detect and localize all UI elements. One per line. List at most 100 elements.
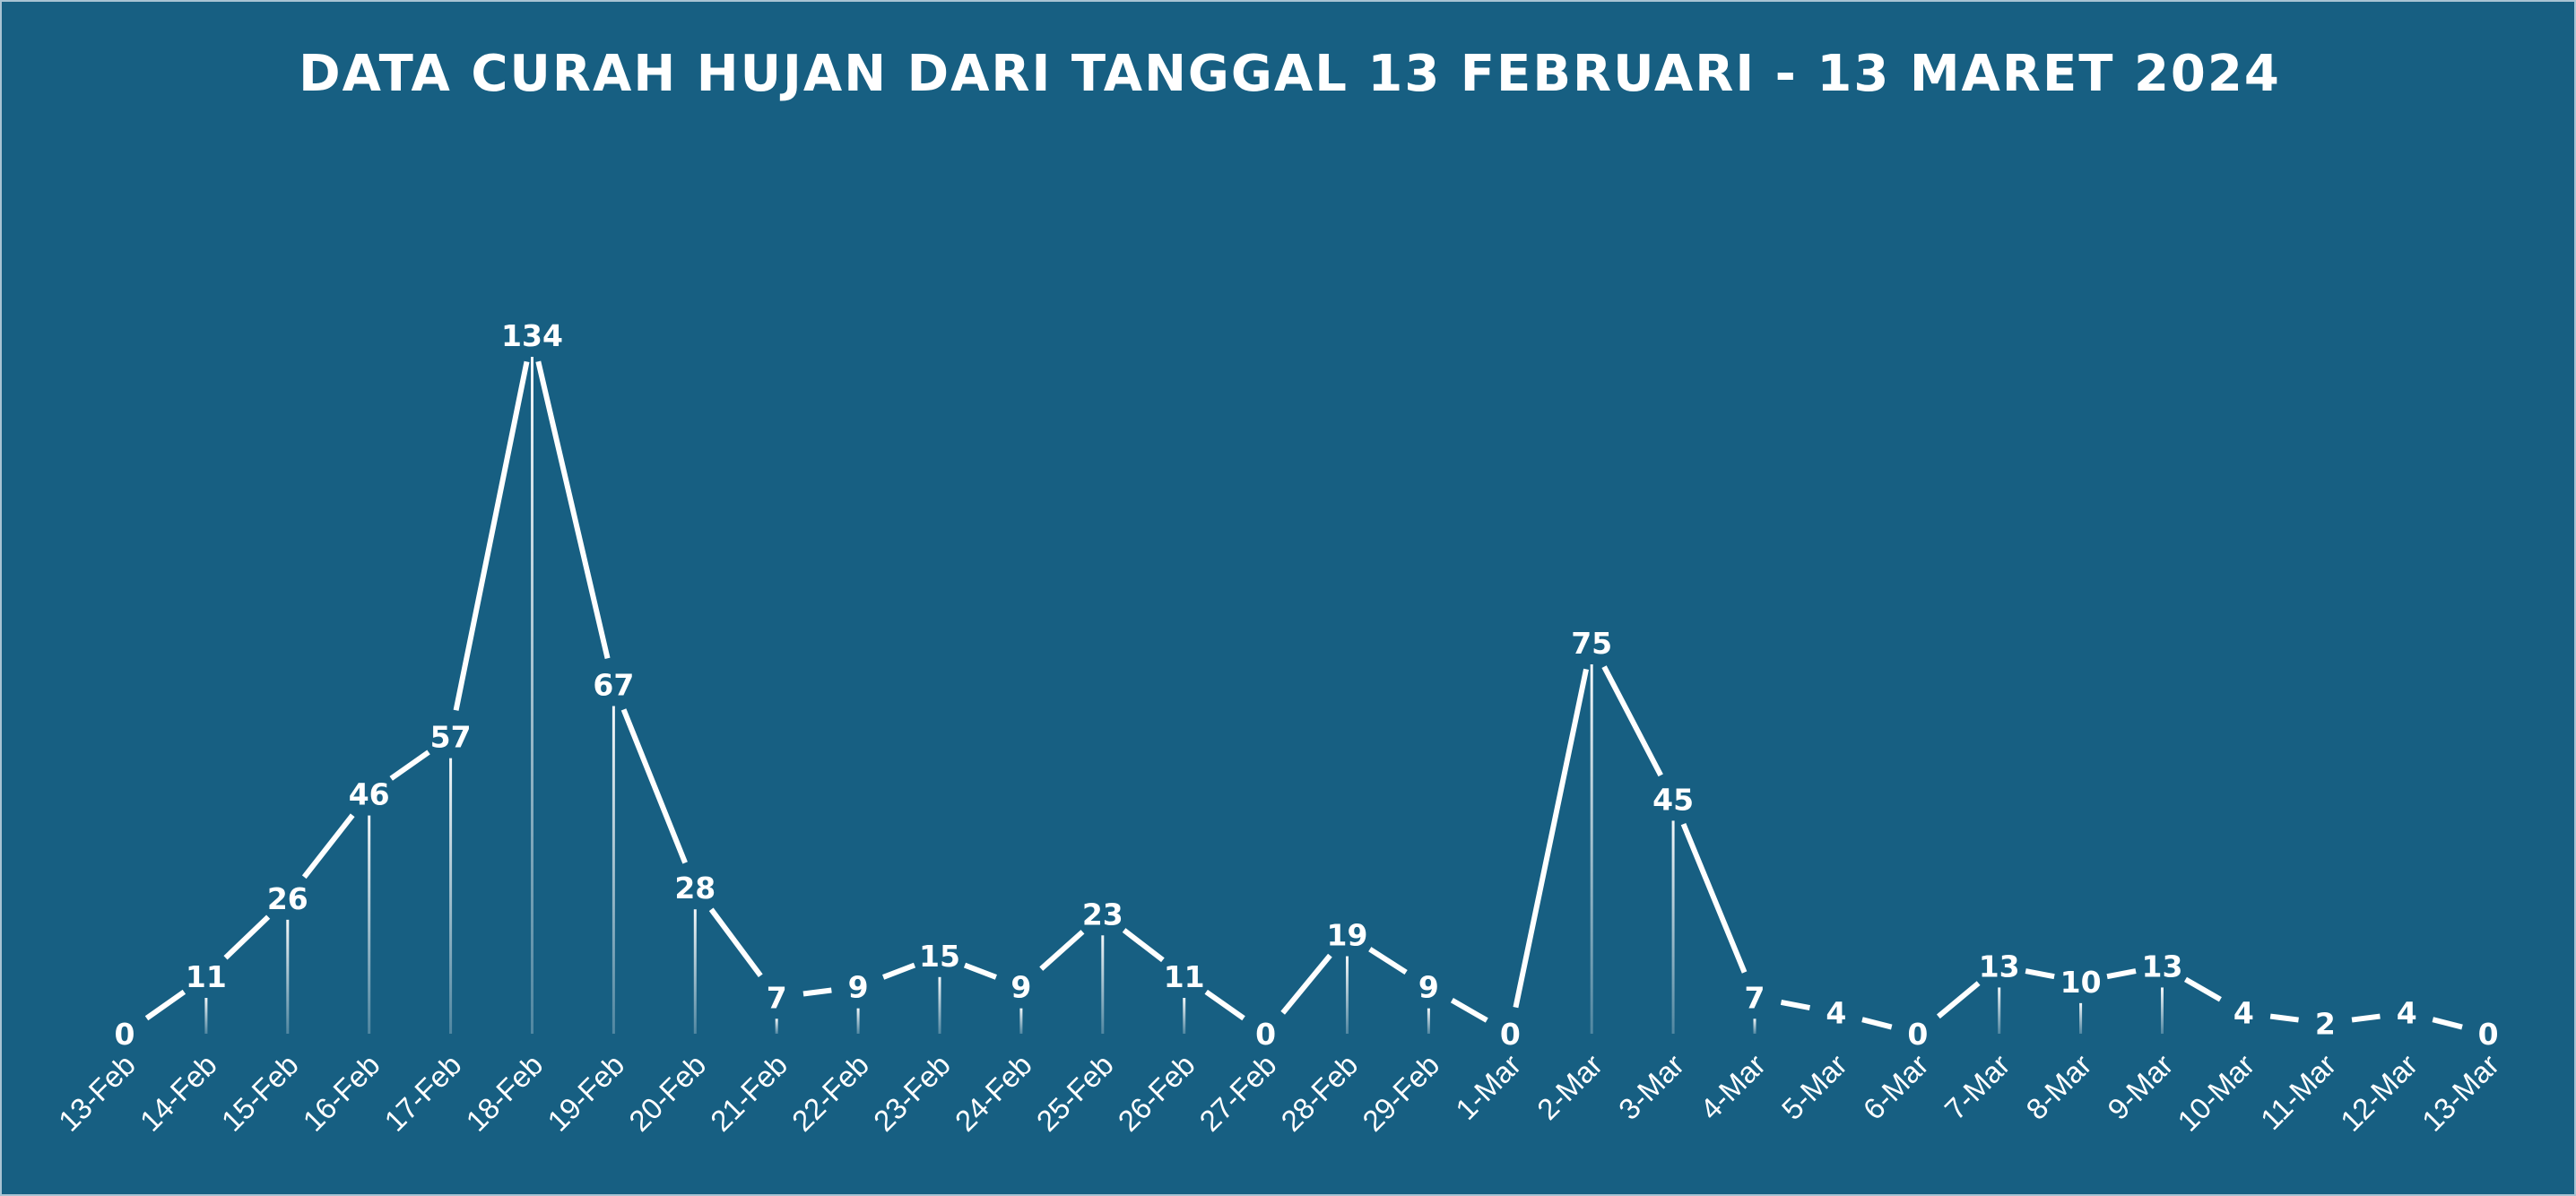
- series-line-segment: [708, 907, 763, 978]
- drop-line-18-Feb: [531, 357, 533, 1034]
- series-line-segment: [1204, 989, 1245, 1021]
- drop-line-24-Feb: [1019, 1008, 1023, 1034]
- x-tick-label-13-Feb: 13-Feb: [52, 1048, 142, 1138]
- x-tick-label-15-Feb: 15-Feb: [215, 1048, 305, 1138]
- data-label-15-Feb: 26: [267, 881, 308, 916]
- series-line-segment: [1450, 998, 1488, 1023]
- drop-line-29-Feb: [1427, 1008, 1430, 1034]
- drop-line-7-Mar: [1998, 987, 2001, 1034]
- x-tick-label-20-Feb: 20-Feb: [622, 1048, 712, 1138]
- data-label-19-Feb: 67: [593, 668, 634, 703]
- series-line-segment: [2269, 1013, 2299, 1023]
- data-label-17-Feb: 57: [430, 720, 472, 755]
- chart-title: DATA CURAH HUJAN DARI TANGGAL 13 FEBRUAR…: [299, 45, 2281, 103]
- series-line-segment: [223, 914, 271, 960]
- x-tick-label-27-Feb: 27-Feb: [1193, 1048, 1282, 1138]
- data-label-26-Feb: 11: [1164, 959, 1205, 994]
- series-line-segment: [1513, 668, 1590, 1009]
- drop-lines: [204, 357, 2164, 1034]
- drop-line-22-Feb: [856, 1008, 860, 1034]
- data-label-21-Feb: 7: [767, 980, 787, 1015]
- data-label-1-Mar: 0: [1500, 1017, 1521, 1052]
- x-tick-label-19-Feb: 19-Feb: [541, 1048, 630, 1138]
- drop-line-21-Feb: [775, 1018, 778, 1034]
- series-line-segment: [1680, 822, 1748, 974]
- x-tick-label-3-Mar: 3-Mar: [1612, 1048, 1690, 1126]
- series-line-segment: [2025, 968, 2055, 980]
- series-line-segments: [144, 360, 2463, 1030]
- series-line-segment: [1601, 665, 1663, 777]
- x-tick-label-29-Feb: 29-Feb: [1356, 1048, 1445, 1138]
- x-tick-label-14-Feb: 14-Feb: [134, 1048, 223, 1138]
- x-tick-label-11-Mar: 11-Mar: [2254, 1048, 2342, 1136]
- drop-line-2-Mar: [1590, 663, 1593, 1034]
- data-label-24-Feb: 9: [1010, 970, 1031, 1005]
- data-label-25-Feb: 23: [1082, 897, 1123, 932]
- series-line-segment: [882, 962, 916, 980]
- series-line-segment: [1122, 928, 1165, 963]
- x-tick-label-16-Feb: 16-Feb: [297, 1048, 386, 1138]
- series-line-segment: [1280, 953, 1332, 1015]
- drop-line-14-Feb: [204, 998, 208, 1034]
- drop-line-4-Mar: [1753, 1018, 1756, 1034]
- drop-line-23-Feb: [938, 976, 941, 1034]
- drop-line-26-Feb: [1183, 998, 1186, 1034]
- x-tick-label-25-Feb: 25-Feb: [1030, 1048, 1120, 1138]
- data-label-9-Mar: 13: [2142, 949, 2183, 984]
- series-line-segment: [2351, 1013, 2381, 1023]
- x-tick-label-22-Feb: 22-Feb: [785, 1048, 875, 1138]
- x-tick-label-2-Mar: 2-Mar: [1531, 1048, 1609, 1126]
- series-line-segment: [1039, 930, 1085, 971]
- series-line-segment: [2432, 1017, 2463, 1030]
- data-label-18-Feb: 134: [501, 318, 563, 353]
- x-tick-label-5-Mar: 5-Mar: [1775, 1048, 1853, 1126]
- series-line-segment: [2106, 968, 2137, 980]
- series-line-segment: [620, 708, 688, 864]
- drop-line-17-Feb: [449, 758, 453, 1034]
- data-label-22-Feb: 9: [848, 970, 869, 1005]
- x-tick-label-7-Mar: 7-Mar: [1939, 1048, 2017, 1126]
- data-label-12-Mar: 4: [2397, 996, 2417, 1031]
- series-line-segment: [963, 962, 997, 980]
- x-axis-tick-labels: 13-Feb14-Feb15-Feb16-Feb17-Feb18-Feb19-F…: [52, 1048, 2505, 1138]
- x-tick-label-18-Feb: 18-Feb: [459, 1048, 549, 1138]
- drop-line-28-Feb: [1346, 956, 1349, 1034]
- drop-line-25-Feb: [1101, 935, 1105, 1034]
- x-tick-label-28-Feb: 28-Feb: [1274, 1048, 1364, 1138]
- x-tick-label-24-Feb: 24-Feb: [949, 1048, 1038, 1138]
- data-label-28-Feb: 19: [1327, 918, 1368, 953]
- data-label-14-Feb: 11: [186, 959, 227, 994]
- series-line-segment: [535, 360, 611, 659]
- x-tick-label-10-Mar: 10-Mar: [2171, 1048, 2260, 1138]
- data-label-6-Mar: 0: [1907, 1017, 1928, 1052]
- series-line-segment: [802, 987, 832, 997]
- series-line-segment: [1861, 1017, 1893, 1030]
- data-label-10-Mar: 4: [2233, 996, 2254, 1031]
- data-label-13-Mar: 0: [2478, 1017, 2499, 1052]
- drop-line-20-Feb: [693, 909, 697, 1034]
- data-label-23-Feb: 15: [919, 939, 960, 974]
- series-line-segment: [1368, 947, 1408, 975]
- data-label-8-Mar: 10: [2060, 965, 2102, 1000]
- x-tick-label-6-Mar: 6-Mar: [1857, 1048, 1935, 1126]
- x-tick-label-23-Feb: 23-Feb: [867, 1048, 957, 1138]
- x-tick-label-17-Feb: 17-Feb: [377, 1048, 467, 1138]
- drop-line-3-Mar: [1671, 820, 1675, 1034]
- data-label-11-Mar: 2: [2315, 1006, 2336, 1041]
- data-label-20-Feb: 28: [674, 871, 716, 906]
- series-line-segment: [1936, 981, 1981, 1019]
- data-label-5-Mar: 4: [1826, 996, 1846, 1031]
- series-line-segment: [144, 989, 186, 1021]
- data-label-29-Feb: 9: [1418, 970, 1439, 1005]
- data-label-27-Feb: 0: [1255, 1017, 1276, 1052]
- x-tick-label-8-Mar: 8-Mar: [2019, 1048, 2097, 1126]
- drop-line-9-Mar: [2161, 987, 2164, 1034]
- data-label-4-Mar: 7: [1745, 980, 1765, 1015]
- x-tick-label-12-Mar: 12-Mar: [2334, 1048, 2424, 1138]
- x-tick-label-13-Mar: 13-Mar: [2416, 1048, 2505, 1138]
- series-line-segment: [453, 360, 530, 711]
- data-label-16-Feb: 46: [349, 777, 390, 812]
- x-tick-label-4-Mar: 4-Mar: [1694, 1048, 1772, 1126]
- series-line-segment: [2184, 976, 2222, 1002]
